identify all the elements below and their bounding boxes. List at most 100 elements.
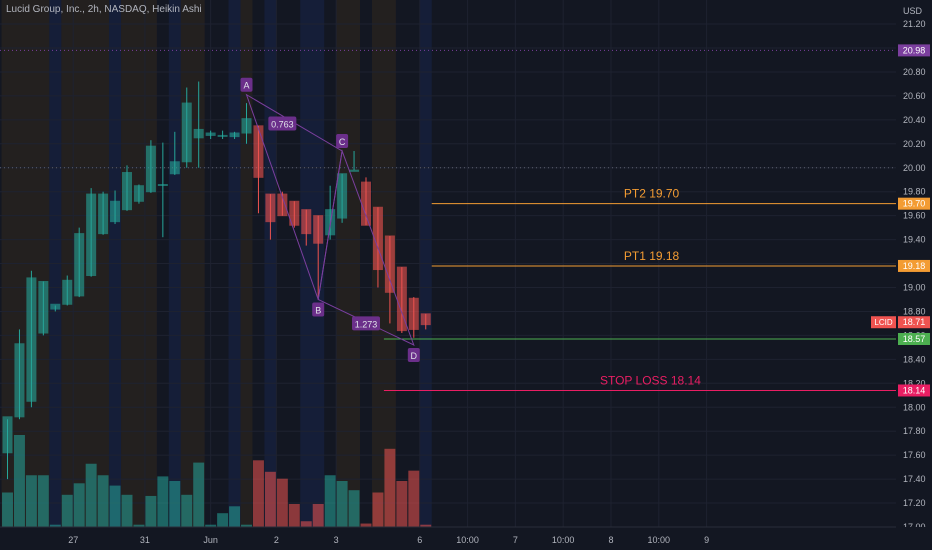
price-axis-panel [896, 0, 932, 550]
candle-body [217, 134, 228, 137]
level-line-label: STOP LOSS 18.14 [600, 373, 701, 387]
volume-bar [2, 492, 13, 527]
pattern-point-label-box [407, 347, 420, 362]
candle-body [396, 266, 407, 332]
volume-bar [408, 470, 420, 527]
volume-bar [25, 475, 37, 527]
candle-body [420, 313, 431, 326]
currency-label: USD [903, 6, 923, 16]
candle-body [98, 193, 109, 235]
level-line-label: PT2 19.70 [624, 187, 680, 201]
pattern-point-label-box [312, 302, 325, 317]
volume-bar [252, 460, 264, 527]
last-price-tag [898, 316, 930, 329]
volume-bar [157, 476, 169, 527]
price-tick-label: 18.80 [903, 306, 926, 316]
candle-body [241, 118, 252, 134]
volume-bar [420, 524, 432, 527]
candle-body [384, 235, 395, 293]
time-tick-label: 10:00 [648, 535, 671, 545]
candle-body [169, 161, 180, 175]
axis-price-tag-label: 18.14 [903, 385, 926, 395]
volume-bar [312, 504, 324, 527]
volume-bar [360, 523, 372, 527]
candle-body [277, 193, 288, 217]
volume-bar [121, 494, 133, 527]
pattern-ratio-label-box [352, 316, 380, 331]
pattern-point-label: C [339, 137, 346, 147]
volume-bar [133, 524, 145, 527]
symbol-tag-label: LCID [874, 318, 892, 327]
axis-price-tag-label: 19.18 [903, 261, 926, 271]
volume-bar [264, 471, 276, 527]
candle-body [265, 193, 276, 223]
candle-body [361, 181, 371, 226]
volume-bar [181, 494, 193, 527]
time-tick-label: 8 [608, 535, 613, 545]
time-axis-panel [0, 527, 932, 550]
candle-body [253, 125, 264, 178]
volume-bar [217, 513, 229, 527]
volume-bar [300, 521, 312, 527]
chart-legend: Lucid Group, Inc., 2h, NASDAQ, Heikin As… [6, 4, 202, 15]
candle-body [145, 145, 156, 193]
axis-price-tag-label: 20.98 [903, 45, 926, 55]
axis-price-tag [898, 259, 930, 272]
pattern-point-label: B [315, 305, 321, 315]
price-tick-label: 20.40 [903, 115, 926, 125]
symbol-tag [871, 316, 896, 329]
pattern-point-label: A [243, 81, 249, 91]
axis-price-tag [898, 197, 930, 210]
time-tick-label: 10:00 [552, 535, 575, 545]
price-tick-label: 19.60 [903, 211, 926, 221]
candle-body [181, 102, 192, 163]
level-line-label: PT1 19.18 [624, 249, 680, 263]
price-tick-label: 19.40 [903, 235, 926, 245]
price-tick-label: 19.80 [903, 187, 926, 197]
axis-price-tag [898, 384, 930, 397]
volume-bar [85, 463, 97, 527]
volume-bar [229, 506, 241, 527]
price-tick-label: 19.00 [903, 283, 926, 293]
price-tick-label: 17.40 [903, 474, 926, 484]
volume-bar [169, 481, 181, 527]
candle-body [122, 172, 132, 211]
candle-body [289, 200, 300, 226]
candle-body [229, 132, 240, 138]
volume-bar [372, 492, 384, 527]
candle-body [193, 128, 204, 139]
axis-price-tag [898, 332, 930, 345]
volume-bar [324, 475, 336, 527]
volume-bar [73, 483, 85, 527]
candle-body [50, 303, 61, 310]
volume-bar [13, 435, 25, 527]
candle-body [86, 193, 97, 277]
volume-bar [61, 494, 73, 527]
candle-body [301, 209, 312, 235]
price-tick-label: 17.60 [903, 450, 926, 460]
time-tick-label: 2 [274, 535, 279, 545]
pattern-ratio-label: 1.273 [355, 319, 378, 329]
volume-bar [49, 524, 61, 527]
candle-body [38, 281, 49, 334]
last-price-tag-label: 18.71 [903, 317, 926, 327]
volume-bar [384, 448, 396, 527]
price-tick-label: 21.20 [903, 19, 926, 29]
pattern-point-label-box [336, 133, 349, 148]
time-tick-label: 27 [68, 535, 78, 545]
volume-bar [193, 462, 205, 527]
candle-body [157, 184, 168, 187]
price-tick-label: 20.20 [903, 139, 926, 149]
volume-bar [109, 485, 121, 527]
time-tick-label: 9 [704, 535, 709, 545]
price-tick-label: 18.00 [903, 402, 926, 412]
volume-bar [97, 475, 109, 527]
candle-body [133, 185, 144, 202]
pattern-ratio-label: 0.763 [271, 119, 294, 129]
axis-price-tag-label: 19.70 [903, 199, 926, 209]
candle-body [205, 132, 216, 136]
price-tick-label: 20.80 [903, 67, 926, 77]
candle-body [110, 200, 121, 223]
